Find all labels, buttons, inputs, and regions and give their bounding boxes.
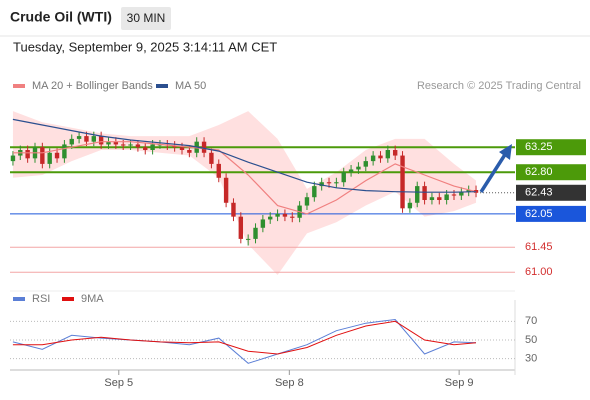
candle-body (76, 136, 82, 139)
interval-badge[interactable] (121, 7, 171, 30)
level-label-box (516, 139, 586, 156)
candle-body (466, 190, 471, 192)
candle-body (40, 147, 45, 164)
candle-body (451, 194, 457, 196)
candle-body (326, 182, 332, 184)
candle-body (25, 150, 30, 159)
legend-swatch (13, 84, 25, 88)
candle-body (268, 216, 273, 220)
candle-body (290, 216, 295, 218)
candle-body (312, 186, 317, 198)
candle-body (275, 213, 280, 217)
candle-body (179, 147, 185, 150)
candle-body (363, 161, 368, 167)
candle-body (400, 155, 405, 209)
candle-body (385, 150, 391, 159)
candle-body (91, 136, 96, 142)
indicator-line (12, 318, 477, 364)
plot-layer: 63.25 62.80 62.43 62.05 61.45 61.00 MA 20 + Bo… (10, 80, 586, 389)
candle-body (429, 197, 435, 200)
candle-body (282, 213, 288, 217)
candle-body (422, 186, 427, 200)
candle-body (187, 150, 192, 153)
bollinger-band (12, 111, 477, 275)
candle-body (444, 194, 449, 200)
instrument-title: Crude Oil (WTI) (10, 9, 112, 25)
candle-body (201, 141, 207, 153)
forecast-arrowhead (499, 144, 512, 160)
candle-body (62, 144, 67, 159)
candle-body (10, 155, 16, 162)
level-label-box (516, 184, 586, 201)
x-tick-label: Sep 5 (104, 377, 133, 389)
level-label-box (516, 164, 586, 181)
candle-body (459, 191, 464, 196)
legend-swatch (13, 297, 25, 301)
candle-body (128, 144, 133, 146)
candle-body (392, 150, 398, 156)
candle-body (260, 219, 266, 228)
candle-body (209, 152, 214, 164)
candle-body (121, 144, 126, 146)
candle-body (135, 144, 141, 148)
candle-body (341, 172, 346, 183)
candle-body (238, 216, 244, 239)
level-label: 62.43 (525, 187, 553, 199)
candle-body (54, 152, 60, 159)
legend-swatch (156, 84, 168, 88)
legend-label: 9MA (81, 293, 104, 305)
y-tick-label: 50 (525, 334, 537, 346)
indicator-line (12, 118, 477, 193)
candle-body (356, 166, 361, 170)
level-label-box (516, 205, 586, 222)
candle-body (98, 136, 104, 145)
candle-body (319, 182, 324, 187)
candle-body (245, 238, 251, 240)
indicator-line (12, 320, 477, 355)
y-tick-label: 70 (525, 315, 537, 327)
level-label: 62.05 (525, 208, 553, 220)
candle-body (334, 182, 339, 184)
candle-body (231, 202, 236, 217)
candle-body (84, 136, 89, 142)
indicator-line (12, 141, 477, 215)
candle-body (47, 152, 52, 164)
legend-label: RSI (32, 293, 50, 305)
legend-label: MA 20 + Bollinger Bands (32, 80, 153, 92)
level-label: 61.45 (525, 241, 553, 253)
candle-body (304, 197, 310, 206)
level-label: 61.00 (525, 266, 553, 278)
candle-body (415, 186, 420, 203)
candle-body (216, 163, 221, 178)
candle-body (348, 169, 354, 173)
timestamp: Tuesday, September 9, 2025 3:14:11 AM CE… (13, 39, 277, 54)
x-tick-label: Sep 9 (445, 377, 474, 389)
forecast-arrow (479, 152, 508, 193)
level-label: 63.25 (525, 141, 553, 153)
candle-body (113, 141, 119, 145)
credit: Research © 2025 Trading Central (417, 80, 581, 92)
interval-label[interactable]: 30 MIN (127, 11, 166, 25)
candle-body (223, 177, 229, 203)
candle-body (69, 138, 74, 145)
candle-body (370, 155, 376, 162)
legend-label: MA 50 (175, 80, 206, 92)
candle-body (143, 147, 148, 150)
legend-swatch (62, 297, 74, 301)
candle-body (106, 141, 111, 145)
candle-body (437, 197, 442, 200)
y-tick-label: 30 (525, 353, 537, 365)
candle-body (378, 155, 383, 159)
top-bar (0, 0, 590, 36)
candle-body (407, 202, 413, 209)
x-tick-label: Sep 8 (275, 377, 304, 389)
candle-body (253, 227, 258, 239)
level-label: 62.80 (525, 166, 553, 178)
candle-body (150, 144, 155, 150)
